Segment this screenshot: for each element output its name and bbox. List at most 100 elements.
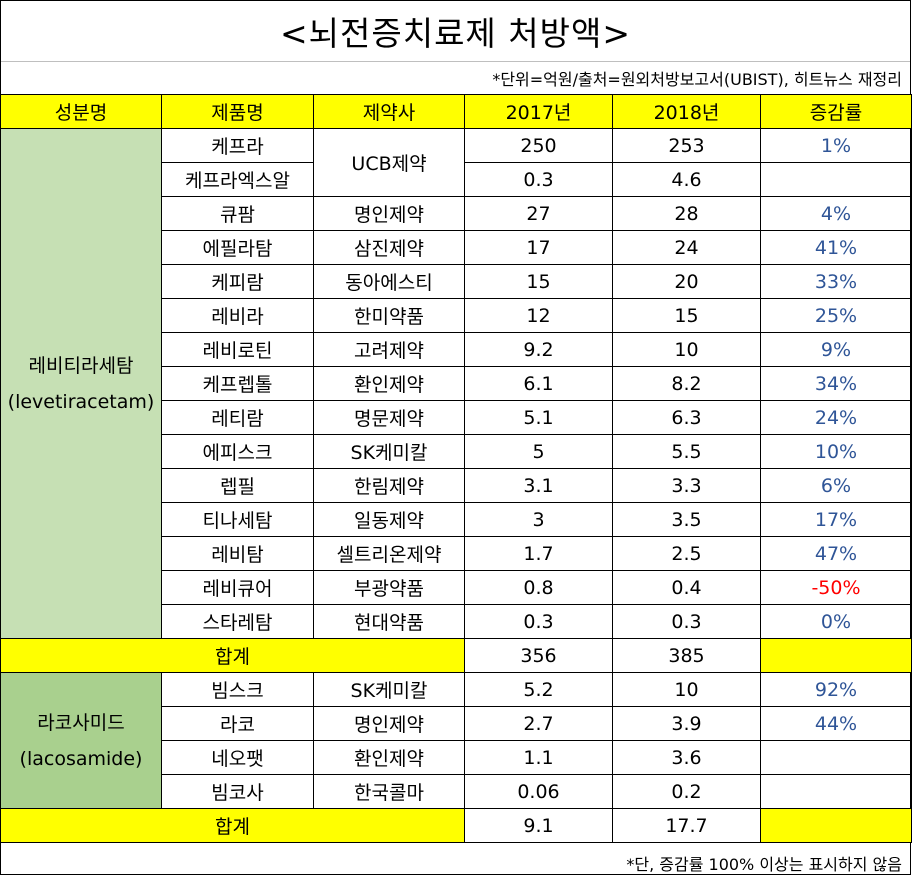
rate-cell: 10% — [760, 434, 912, 469]
total-2018: 385 — [612, 638, 761, 673]
rate-cell: 44% — [760, 706, 912, 741]
rate-cell: 1% — [760, 128, 912, 163]
rate-cell: 17% — [760, 502, 912, 537]
table-row: 케피람 동아에스티 15 20 33% — [1, 264, 912, 299]
total-2017: 356 — [464, 638, 613, 673]
value-2018-cell: 0.3 — [612, 604, 761, 639]
product-cell: 케피람 — [161, 264, 314, 299]
product-cell: 레티람 — [161, 400, 314, 435]
table-row: 레비큐어 부광약품 0.8 0.4 -50% — [1, 570, 912, 605]
product-cell: 케프라엑스알 — [161, 162, 314, 197]
ingredient-cell: 라코사미드 (lacosamide) — [0, 672, 162, 809]
rate-cell — [760, 162, 912, 197]
value-2018-cell: 0.4 — [612, 570, 761, 605]
table-row: 레비탐 셀트리온제약 1.7 2.5 47% — [1, 536, 912, 571]
total-2017: 9.1 — [464, 808, 613, 843]
company-cell: 환인제약 — [313, 366, 465, 401]
company-cell: UCB제약 — [313, 128, 465, 197]
ingredient-name-ko: 레비티라세탐 — [28, 354, 134, 377]
company-cell: SK케미칼 — [313, 672, 465, 707]
value-2017-cell: 250 — [464, 128, 613, 163]
table-row: 빔코사 한국콜마 0.06 0.2 — [1, 774, 912, 809]
rate-cell — [760, 740, 912, 775]
total-row: 합계 9.1 17.7 — [0, 808, 912, 843]
value-2017-cell: 3 — [464, 502, 613, 537]
rate-cell: 41% — [760, 230, 912, 265]
value-2017-cell: 17 — [464, 230, 613, 265]
header-2017: 2017년 — [464, 94, 613, 129]
value-2018-cell: 3.5 — [612, 502, 761, 537]
total-rate-empty — [760, 638, 912, 673]
value-2017-cell: 0.3 — [464, 162, 613, 197]
rate-cell: -50% — [760, 570, 912, 605]
product-cell: 네오팻 — [161, 740, 314, 775]
company-cell: 명문제약 — [313, 400, 465, 435]
company-cell: 명인제약 — [313, 706, 465, 741]
rate-cell: 6% — [760, 468, 912, 503]
value-2018-cell: 10 — [612, 332, 761, 367]
value-2018-cell: 3.3 — [612, 468, 761, 503]
rate-cell: 33% — [760, 264, 912, 299]
value-2018-cell: 20 — [612, 264, 761, 299]
page-title: <뇌전증치료제 처방액> — [1, 1, 910, 62]
value-2017-cell: 5.1 — [464, 400, 613, 435]
company-cell: 셀트리온제약 — [313, 536, 465, 571]
product-cell: 레비라 — [161, 298, 314, 333]
rate-cell: 47% — [760, 536, 912, 571]
rate-cell: 25% — [760, 298, 912, 333]
table-row: 렙필 한림제약 3.1 3.3 6% — [1, 468, 912, 503]
value-2018-cell: 253 — [612, 128, 761, 163]
value-2017-cell: 2.7 — [464, 706, 613, 741]
ingredient-name-en: (lacosamide) — [19, 747, 143, 770]
table-row: 티나세탐 일동제약 3 3.5 17% — [1, 502, 912, 537]
value-2018-cell: 2.5 — [612, 536, 761, 571]
company-cell: 명인제약 — [313, 196, 465, 231]
total-label: 합계 — [0, 808, 465, 843]
company-cell: 삼진제약 — [313, 230, 465, 265]
product-cell: 티나세탐 — [161, 502, 314, 537]
header-row: 성분명 제품명 제약사 2017년 2018년 증감률 — [0, 94, 912, 129]
value-2017-cell: 15 — [464, 264, 613, 299]
value-2017-cell: 1.1 — [464, 740, 613, 775]
value-2018-cell: 28 — [612, 196, 761, 231]
product-cell: 레비큐어 — [161, 570, 314, 605]
source-note: *단위=억원/출처=원외처방보고서(UBIST), 히트뉴스 재정리 — [492, 70, 902, 89]
value-2017-cell: 0.06 — [464, 774, 613, 809]
product-cell: 빔코사 — [161, 774, 314, 809]
company-cell: SK케미칼 — [313, 434, 465, 469]
ingredient-name-ko: 라코사미드 — [37, 711, 125, 734]
value-2018-cell: 5.5 — [612, 434, 761, 469]
value-2017-cell: 0.8 — [464, 570, 613, 605]
rate-cell: 92% — [760, 672, 912, 707]
product-cell: 케프렙톨 — [161, 366, 314, 401]
value-2017-cell: 12 — [464, 298, 613, 333]
value-2017-cell: 5.2 — [464, 672, 613, 707]
value-2017-cell: 5 — [464, 434, 613, 469]
value-2018-cell: 3.9 — [612, 706, 761, 741]
prescription-table: 성분명 제품명 제약사 2017년 2018년 증감률 레비티라세탐 (levet… — [0, 94, 912, 843]
value-2018-cell: 4.6 — [612, 162, 761, 197]
table-row: 레비티라세탐 (levetiracetam) 케프라 UCB제약 250 253 1% — [0, 128, 912, 639]
ingredient-name-en: (levetiracetam) — [7, 390, 155, 413]
company-cell: 현대약품 — [313, 604, 465, 639]
header-product: 제품명 — [161, 94, 314, 129]
total-label: 합계 — [0, 638, 465, 673]
company-cell: 부광약품 — [313, 570, 465, 605]
total-rate-empty — [760, 808, 912, 843]
product-cell: 스타레탐 — [161, 604, 314, 639]
table-row: 에필라탐 삼진제약 17 24 41% — [1, 230, 912, 265]
company-cell: 환인제약 — [313, 740, 465, 775]
rate-cell: 4% — [760, 196, 912, 231]
value-2017-cell: 1.7 — [464, 536, 613, 571]
product-cell: 렙필 — [161, 468, 314, 503]
product-cell: 에필라탐 — [161, 230, 314, 265]
header-ingredient: 성분명 — [0, 94, 162, 129]
rate-cell: 0% — [760, 604, 912, 639]
value-2017-cell: 6.1 — [464, 366, 613, 401]
ingredient-cell: 레비티라세탐 (levetiracetam) — [0, 128, 162, 639]
product-cell: 레비로틴 — [161, 332, 314, 367]
value-2018-cell: 6.3 — [612, 400, 761, 435]
rate-cell — [760, 774, 912, 809]
value-2017-cell: 9.2 — [464, 332, 613, 367]
